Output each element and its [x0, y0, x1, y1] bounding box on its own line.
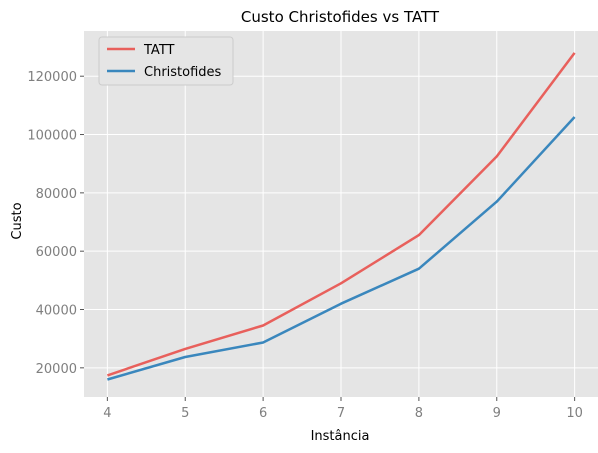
- legend: TATT Christofides: [98, 36, 234, 86]
- y-tick-label: 120000: [27, 70, 77, 85]
- series-line-christofides: [107, 116, 576, 381]
- series-lines: [106, 52, 576, 381]
- x-tick-label: 10: [566, 406, 583, 421]
- y-tick-label: 100000: [27, 129, 77, 144]
- y-tick-label: 60000: [36, 245, 77, 260]
- x-tick-label: 4: [103, 406, 111, 421]
- x-tick-label: 6: [259, 406, 267, 421]
- x-tick-label: 7: [337, 406, 345, 421]
- legend-label-tatt: TATT: [143, 43, 175, 58]
- y-tick-label: 80000: [36, 187, 77, 202]
- x-tick-label: 9: [493, 406, 501, 421]
- y-axis-label: Custo: [10, 202, 25, 239]
- x-tick-label: 8: [415, 406, 423, 421]
- x-tick-labels: 4 5 6 7 8 9 10: [103, 397, 583, 421]
- y-tick-label: 20000: [36, 362, 77, 377]
- x-axis-label: Instância: [311, 429, 370, 444]
- y-tick-labels: 20000 40000 60000 80000 100000 120000: [27, 70, 84, 377]
- legend-label-christofides: Christofides: [144, 65, 222, 80]
- x-tick-label: 5: [181, 406, 189, 421]
- y-tick-label: 40000: [36, 304, 77, 319]
- chart-title: Custo Christofides vs TATT: [241, 8, 440, 26]
- series-line-tatt: [106, 52, 576, 377]
- grid: [84, 31, 598, 397]
